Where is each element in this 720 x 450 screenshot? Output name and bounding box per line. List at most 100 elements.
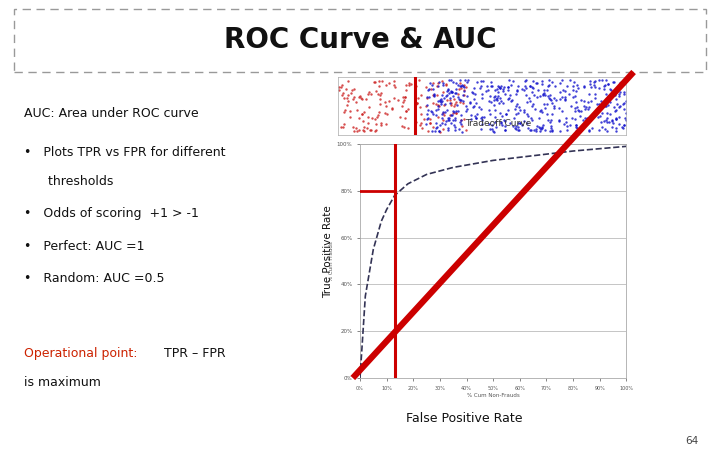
Point	[590, 91, 601, 98]
Point	[592, 113, 603, 120]
Point	[521, 99, 533, 106]
Point	[563, 90, 575, 98]
Point	[582, 99, 594, 106]
Point	[437, 80, 449, 87]
Point	[442, 116, 454, 123]
Point	[556, 94, 567, 101]
Point	[451, 109, 462, 116]
Point	[537, 92, 549, 99]
Point	[462, 76, 474, 84]
Point	[446, 112, 458, 119]
Point	[402, 124, 414, 131]
Point	[450, 110, 462, 117]
Point	[372, 114, 383, 121]
Point	[455, 82, 467, 89]
Point	[339, 106, 351, 113]
Point	[469, 85, 480, 92]
Point	[403, 80, 415, 87]
Point	[581, 116, 593, 123]
Point	[415, 122, 426, 129]
Point	[370, 87, 382, 94]
Point	[546, 79, 558, 86]
Point	[488, 97, 500, 104]
Point	[611, 106, 622, 113]
Point	[574, 112, 585, 120]
Point	[399, 94, 410, 101]
Point	[409, 95, 420, 103]
Point	[578, 103, 590, 110]
Point	[498, 88, 509, 95]
Point	[526, 127, 537, 134]
Point	[539, 105, 551, 112]
Point	[487, 122, 498, 129]
Point	[338, 120, 350, 127]
Point	[492, 82, 504, 89]
Point	[568, 94, 580, 101]
Point	[380, 81, 392, 88]
Point	[499, 126, 510, 134]
Point	[553, 117, 564, 125]
Point	[468, 96, 480, 103]
Point	[397, 96, 409, 104]
Point	[444, 94, 456, 101]
Point	[546, 111, 557, 118]
Point	[599, 117, 611, 124]
Point	[521, 110, 533, 117]
Point	[410, 118, 422, 126]
Point	[611, 114, 622, 122]
Point	[605, 91, 616, 99]
Point	[427, 99, 438, 106]
Point	[355, 92, 366, 99]
Point	[428, 80, 439, 87]
Point	[442, 86, 454, 93]
Point	[575, 108, 587, 115]
Point	[544, 118, 556, 125]
Point	[458, 87, 469, 94]
Point	[475, 114, 487, 122]
Point	[502, 87, 513, 94]
Point	[616, 78, 627, 86]
Point	[336, 91, 348, 99]
Point	[436, 100, 447, 108]
Point	[371, 120, 382, 127]
Point	[441, 93, 452, 100]
Point	[557, 107, 568, 114]
Point	[577, 116, 588, 123]
Point	[428, 90, 439, 97]
Point	[564, 121, 576, 128]
Point	[397, 102, 408, 109]
Point	[436, 77, 448, 85]
Point	[486, 83, 498, 90]
Point	[593, 126, 605, 134]
Point	[457, 97, 469, 104]
Point	[550, 97, 562, 104]
Point	[356, 110, 368, 117]
Point	[520, 83, 531, 90]
Point	[500, 110, 511, 117]
Point	[477, 113, 488, 121]
Point	[434, 96, 446, 104]
Point	[377, 78, 388, 85]
Point	[542, 92, 554, 99]
Point	[476, 94, 487, 101]
Point	[535, 126, 546, 133]
Point	[606, 86, 617, 94]
Point	[526, 117, 538, 124]
Point	[569, 104, 580, 112]
Point	[376, 121, 387, 128]
Point	[503, 83, 514, 90]
Point	[423, 85, 435, 92]
Point	[600, 103, 612, 110]
Point	[578, 84, 590, 91]
Point	[544, 127, 556, 135]
Point	[424, 94, 436, 101]
Point	[424, 119, 436, 126]
Point	[438, 81, 449, 89]
Point	[426, 128, 437, 135]
Point	[490, 95, 501, 102]
Point	[342, 78, 354, 85]
Point	[618, 99, 629, 107]
Point	[435, 121, 446, 128]
Text: thresholds: thresholds	[24, 175, 113, 188]
Point	[512, 127, 523, 134]
